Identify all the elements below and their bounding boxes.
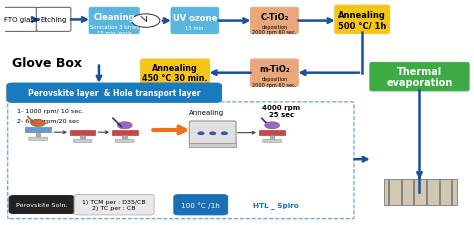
Circle shape xyxy=(221,132,228,135)
FancyBboxPatch shape xyxy=(370,63,469,92)
FancyBboxPatch shape xyxy=(259,130,285,135)
FancyBboxPatch shape xyxy=(36,133,40,138)
Text: Annealing
450 °C 30 min.: Annealing 450 °C 30 min. xyxy=(142,64,208,83)
FancyBboxPatch shape xyxy=(189,143,236,148)
FancyBboxPatch shape xyxy=(25,128,51,133)
Circle shape xyxy=(132,15,160,28)
Text: 4000 rpm
25 sec: 4000 rpm 25 sec xyxy=(263,105,301,118)
Text: Cleaning: Cleaning xyxy=(93,13,135,22)
FancyBboxPatch shape xyxy=(9,196,74,214)
FancyBboxPatch shape xyxy=(141,60,210,87)
FancyBboxPatch shape xyxy=(384,180,457,205)
Text: C-TiO₂: C-TiO₂ xyxy=(260,13,289,22)
FancyBboxPatch shape xyxy=(251,8,298,34)
Circle shape xyxy=(31,120,46,127)
FancyBboxPatch shape xyxy=(112,130,137,135)
Text: 15 min.: 15 min. xyxy=(185,26,205,31)
Text: 2- 6000 rpm/20 sec: 2- 6000 rpm/20 sec xyxy=(17,118,80,123)
FancyBboxPatch shape xyxy=(89,8,139,34)
FancyBboxPatch shape xyxy=(36,8,71,32)
FancyBboxPatch shape xyxy=(263,140,282,143)
Circle shape xyxy=(264,122,280,129)
Text: deposition
2000 rpm 60 sec.: deposition 2000 rpm 60 sec. xyxy=(252,25,297,35)
Text: HTL _ Spiro: HTL _ Spiro xyxy=(253,201,299,208)
FancyBboxPatch shape xyxy=(3,8,38,32)
FancyBboxPatch shape xyxy=(335,6,390,34)
FancyBboxPatch shape xyxy=(74,195,154,215)
Text: 1- 1000 rpm/ 10 sec.: 1- 1000 rpm/ 10 sec. xyxy=(17,109,84,114)
Text: Annealing: Annealing xyxy=(189,110,224,115)
FancyBboxPatch shape xyxy=(171,8,219,34)
FancyBboxPatch shape xyxy=(270,135,274,141)
FancyBboxPatch shape xyxy=(174,195,228,215)
Text: 100 °C /1h: 100 °C /1h xyxy=(182,202,220,208)
FancyBboxPatch shape xyxy=(251,60,298,87)
Text: Glove Box: Glove Box xyxy=(12,57,82,70)
Text: Annealing
500 °C/ 1h: Annealing 500 °C/ 1h xyxy=(338,11,386,30)
Text: m-TiO₂: m-TiO₂ xyxy=(259,65,290,74)
Text: Perovskite Soln.: Perovskite Soln. xyxy=(16,202,68,207)
Circle shape xyxy=(117,122,132,129)
Text: UV ozone: UV ozone xyxy=(173,14,217,22)
FancyBboxPatch shape xyxy=(189,122,236,145)
FancyBboxPatch shape xyxy=(7,84,221,103)
FancyBboxPatch shape xyxy=(122,135,127,141)
Text: Thermal
evaporation: Thermal evaporation xyxy=(386,67,453,88)
FancyBboxPatch shape xyxy=(29,137,47,141)
FancyBboxPatch shape xyxy=(115,140,134,143)
FancyBboxPatch shape xyxy=(8,102,354,219)
Text: 1) TCM per : D35/CB
2) TC per : CB: 1) TCM per : D35/CB 2) TC per : CB xyxy=(82,199,146,210)
Text: Perovskite layer  & Hole transport layer: Perovskite layer & Hole transport layer xyxy=(28,89,201,98)
Text: deposition
2000 rpm 60 sec.: deposition 2000 rpm 60 sec. xyxy=(252,76,297,87)
Circle shape xyxy=(198,132,204,135)
Text: Etching: Etching xyxy=(40,17,67,23)
FancyBboxPatch shape xyxy=(70,130,95,135)
FancyBboxPatch shape xyxy=(73,140,92,143)
Circle shape xyxy=(210,132,216,135)
FancyBboxPatch shape xyxy=(80,135,85,141)
Text: FTO glass: FTO glass xyxy=(4,17,37,23)
Text: Sonication 3 times
15 min./each: Sonication 3 times 15 min./each xyxy=(90,25,139,35)
